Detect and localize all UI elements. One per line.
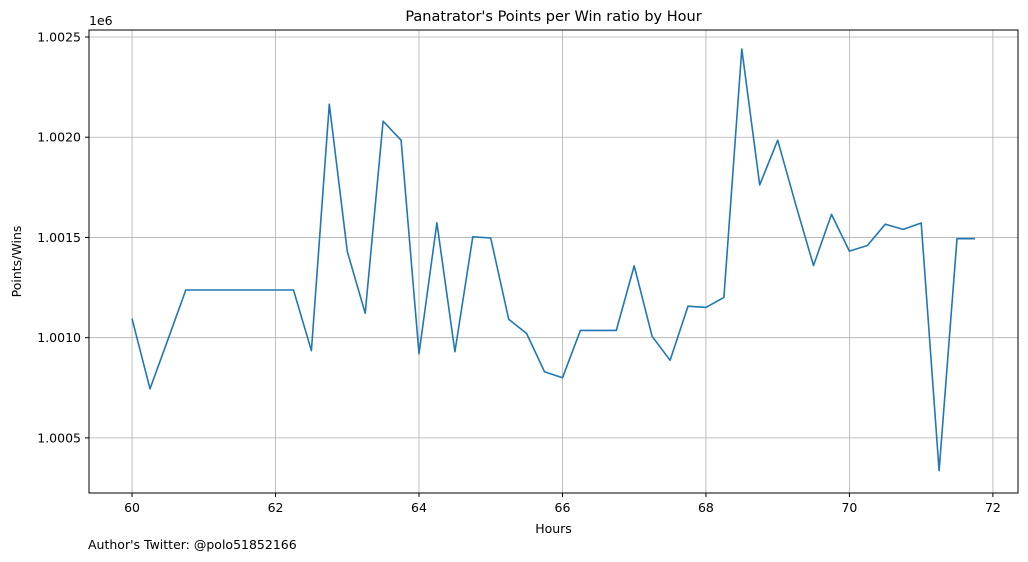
series-line xyxy=(131,48,975,472)
x-tick-label: 68 xyxy=(698,500,714,515)
x-axis-label: Hours xyxy=(535,521,572,536)
author-twitter-note: Author's Twitter: @polo51852166 xyxy=(88,537,297,552)
x-axis-ticks: 60 62 64 66 68 70 72 xyxy=(124,493,1001,515)
y-axis-ticks: 1.0005 1.0010 1.0015 1.0020 1.0025 xyxy=(37,30,89,445)
chart-title: Panatrator's Points per Win ratio by Hou… xyxy=(405,9,701,25)
y-tick-label: 1.0010 xyxy=(37,330,81,345)
x-tick-label: 72 xyxy=(985,500,1001,515)
y-tick-label: 1.0015 xyxy=(37,230,81,245)
grid-lines xyxy=(89,30,1018,493)
x-tick-label: 60 xyxy=(124,500,140,515)
x-tick-label: 62 xyxy=(268,500,284,515)
y-tick-label: 1.0025 xyxy=(37,30,81,45)
y-tick-label: 1.0020 xyxy=(37,130,81,145)
y-axis-offset-label: 1e6 xyxy=(89,13,113,28)
y-axis-label: Points/Wins xyxy=(9,226,24,298)
series-line-group xyxy=(131,48,975,472)
x-tick-label: 64 xyxy=(411,500,427,515)
x-tick-label: 66 xyxy=(555,500,571,515)
y-tick-label: 1.0005 xyxy=(37,430,81,445)
x-tick-label: 70 xyxy=(841,500,857,515)
plot-area-frame xyxy=(88,29,1019,494)
